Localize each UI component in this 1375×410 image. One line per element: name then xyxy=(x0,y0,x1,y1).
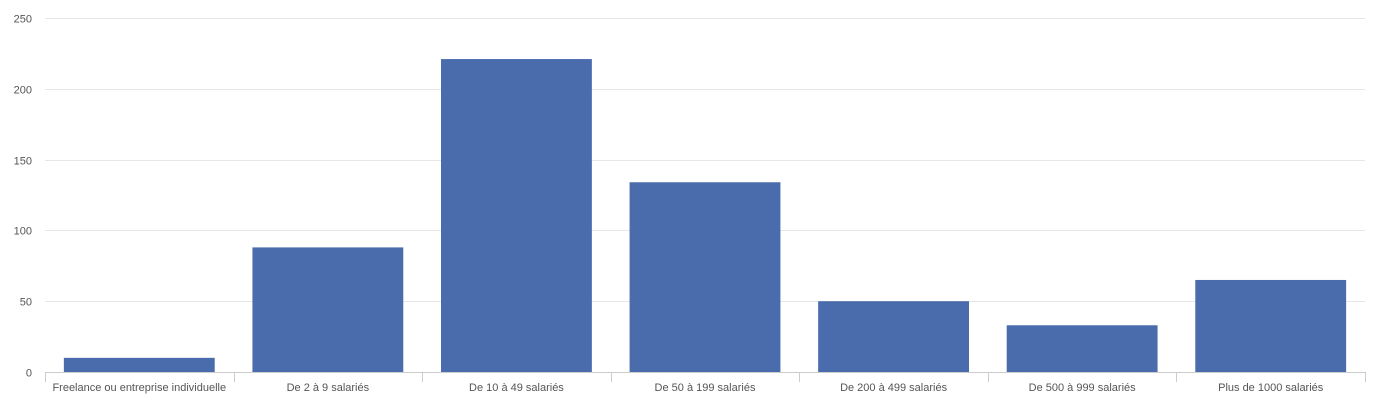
bar xyxy=(63,357,215,372)
x-category-label: Plus de 1000 salariés xyxy=(1218,382,1324,394)
x-category-label: De 10 à 49 salariés xyxy=(469,382,564,394)
bar xyxy=(252,247,404,372)
y-tick-label: 50 xyxy=(20,297,32,309)
y-tick-label: 100 xyxy=(14,226,32,238)
x-category-label: De 500 à 999 salariés xyxy=(1029,382,1137,394)
bar xyxy=(441,59,592,373)
x-axis: Freelance ou entreprise individuelle De 2… xyxy=(45,372,1366,394)
bar xyxy=(1195,279,1347,372)
y-axis-ticks: 0 50 100 150 200 250 xyxy=(14,14,32,380)
bar xyxy=(629,182,781,372)
x-category-label: De 2 à 9 salariés xyxy=(287,382,370,394)
y-tick-label: 0 xyxy=(26,368,32,380)
bar xyxy=(1006,325,1158,372)
x-category-label: Freelance ou entreprise individuelle xyxy=(52,382,226,394)
bars xyxy=(63,59,1347,373)
bar xyxy=(818,301,969,372)
y-tick-label: 200 xyxy=(14,85,32,97)
x-category-label: De 200 à 499 salariés xyxy=(840,382,948,394)
y-tick-label: 250 xyxy=(14,14,32,26)
gridlines xyxy=(45,18,1365,302)
x-category-label: De 50 à 199 salariés xyxy=(655,382,756,394)
y-tick-label: 150 xyxy=(14,156,32,168)
